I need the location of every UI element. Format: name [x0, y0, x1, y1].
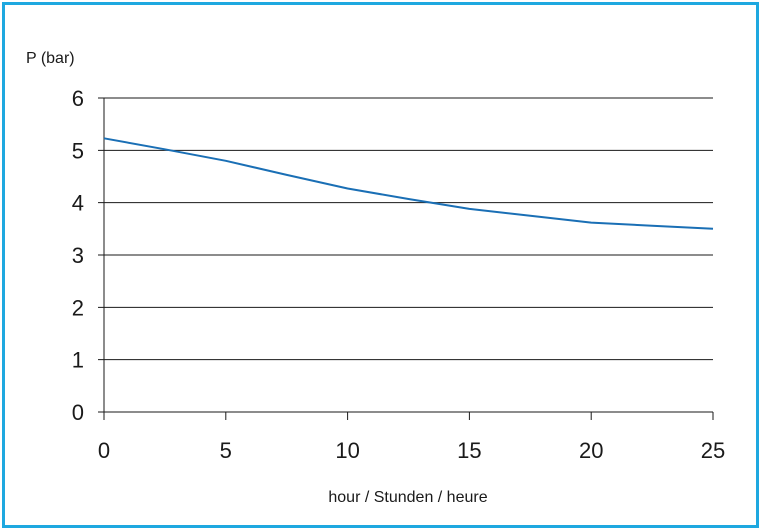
x-tick-label: 20: [579, 438, 603, 463]
y-tick-label: 0: [72, 400, 84, 425]
grid-lines: [98, 97, 713, 413]
x-axis-title: hour / Stunden / heure: [328, 489, 487, 506]
series-line: [103, 137, 714, 230]
x-tick-label: 0: [98, 438, 110, 463]
y-tick-label: 5: [72, 138, 84, 163]
y-tick-label: 2: [72, 295, 84, 320]
y-tick-label: 4: [72, 191, 84, 216]
x-tick-label: 25: [701, 438, 725, 463]
y-axis-title: P (bar): [26, 50, 75, 67]
axes: [103, 98, 714, 420]
y-tick-label: 1: [72, 348, 84, 373]
y-tick-label: 3: [72, 243, 84, 268]
x-tick-label: 10: [335, 438, 359, 463]
tick-labels: 0 1 2 3 4 5 6 0 5 10 15 20 25: [72, 86, 725, 463]
y-tick-label: 6: [72, 86, 84, 111]
x-tick-label: 15: [457, 438, 481, 463]
x-tick-label: 5: [220, 438, 232, 463]
series-layer: [103, 137, 714, 230]
